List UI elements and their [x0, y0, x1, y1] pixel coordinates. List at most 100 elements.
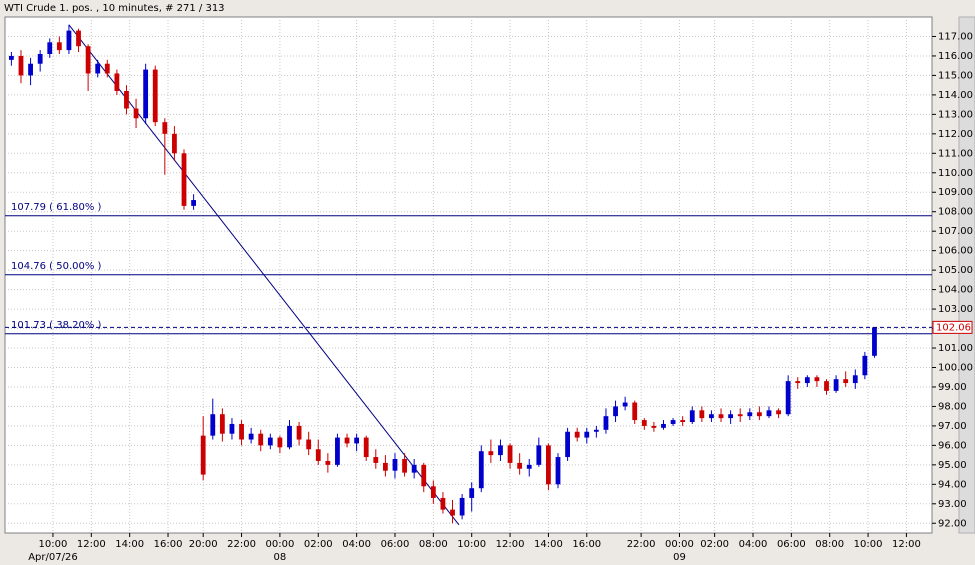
candle-body — [402, 459, 407, 473]
candle-body — [689, 410, 695, 423]
y-tick-label: 104.00 — [938, 285, 973, 296]
candle-body — [248, 433, 254, 440]
candle-body — [200, 435, 206, 475]
candle-body — [709, 414, 714, 419]
candle-body — [632, 402, 638, 421]
y-tick-label: 111.00 — [938, 148, 973, 159]
y-tick-label: 100.00 — [938, 362, 973, 373]
candle-body — [670, 420, 676, 424]
candle-body — [28, 63, 33, 76]
candle-body — [382, 462, 388, 471]
candle-body — [95, 63, 101, 74]
candle-body — [546, 445, 551, 485]
candle-body — [680, 420, 686, 423]
date-label: Apr/07/26 — [28, 552, 78, 563]
candle-body — [143, 69, 149, 119]
trend-line — [68, 24, 460, 526]
candle-body — [747, 412, 753, 417]
x-tick-label: 06:00 — [381, 539, 410, 550]
candle-body — [450, 509, 455, 516]
x-tick-label: 16:00 — [154, 539, 183, 550]
fib-level-label: 104.76 ( 50.00% ) — [11, 261, 102, 272]
candle-body — [411, 464, 417, 473]
y-tick-label: 114.00 — [938, 90, 973, 101]
candle-body — [766, 410, 772, 417]
x-tick-label: 08:00 — [419, 539, 448, 550]
candle-body — [363, 437, 369, 458]
candle-body — [210, 414, 216, 436]
last-price-box — [932, 320, 973, 334]
candle-body — [18, 55, 24, 76]
scrollbar[interactable] — [958, 16, 975, 534]
x-tick-label: 14:00 — [115, 539, 144, 550]
candle-body — [728, 414, 734, 419]
x-tick-label: 10:00 — [457, 539, 486, 550]
candle-body — [824, 381, 829, 391]
candle-body — [603, 416, 609, 430]
candle-body — [124, 90, 129, 109]
x-tick-label: 08:00 — [815, 539, 844, 550]
candle-body — [162, 122, 168, 134]
candle-body — [133, 108, 139, 119]
candle-body — [651, 425, 657, 428]
candle-body — [872, 327, 877, 356]
x-tick-label: 12:00 — [77, 539, 106, 550]
candle-body — [852, 375, 858, 384]
y-tick-label: 99.00 — [938, 382, 967, 393]
last-price-label: 102.06 — [936, 322, 971, 333]
candle-body — [229, 423, 235, 434]
candle-body — [325, 460, 331, 465]
x-tick-label: 04:00 — [342, 539, 371, 550]
candle-body — [66, 30, 72, 51]
fib-level-label: 101.73 ( 38.20% ) — [11, 320, 102, 331]
candle-body — [622, 402, 628, 407]
candle-body — [756, 412, 762, 417]
candle-body — [287, 425, 292, 448]
candle-body — [392, 459, 398, 471]
candle-body — [335, 437, 340, 465]
candle-body — [306, 439, 312, 450]
y-tick-label: 96.00 — [938, 440, 967, 451]
candle-body — [8, 55, 14, 60]
x-tick-label: 22:00 — [227, 539, 256, 550]
x-tick-label: 20:00 — [189, 539, 218, 550]
candle-body — [104, 63, 110, 74]
candle-body — [565, 431, 570, 458]
candle-body — [699, 410, 705, 419]
candle-body — [219, 414, 225, 434]
candle-body — [661, 423, 666, 428]
y-tick-label: 106.00 — [938, 246, 973, 257]
candle-body — [114, 73, 120, 91]
x-tick-label: 06:00 — [777, 539, 806, 550]
candle-body — [85, 46, 91, 74]
x-tick-label: 00:00 — [265, 539, 294, 550]
candle-body — [641, 420, 647, 426]
plot-layer — [5, 17, 932, 533]
y-tick-label: 95.00 — [938, 460, 967, 471]
candle-body — [37, 53, 43, 64]
fib-level-label: 107.79 ( 61.80% ) — [11, 202, 102, 213]
candle-body — [536, 445, 542, 465]
candle-body — [239, 423, 244, 440]
y-tick-label: 101.00 — [938, 343, 973, 354]
candle-body — [267, 437, 273, 446]
y-tick-label: 113.00 — [938, 109, 973, 120]
x-tick-label: 10:00 — [854, 539, 883, 550]
x-tick-label: 04:00 — [739, 539, 768, 550]
candle-body — [526, 464, 532, 469]
y-tick-label: 92.00 — [938, 518, 967, 529]
candle-body — [56, 42, 62, 51]
candle-body — [488, 451, 494, 456]
candle-body — [776, 410, 781, 415]
candle-body — [469, 488, 475, 498]
candle-body — [440, 497, 446, 510]
candle-body — [584, 431, 590, 438]
candle-body — [507, 445, 513, 463]
x-tick-label: 02:00 — [304, 539, 333, 550]
y-tick-label: 110.00 — [938, 168, 973, 179]
candle-body — [430, 486, 436, 498]
date-label: 09 — [673, 552, 686, 563]
x-tick-label: 22:00 — [627, 539, 656, 550]
candle-body — [181, 153, 187, 206]
